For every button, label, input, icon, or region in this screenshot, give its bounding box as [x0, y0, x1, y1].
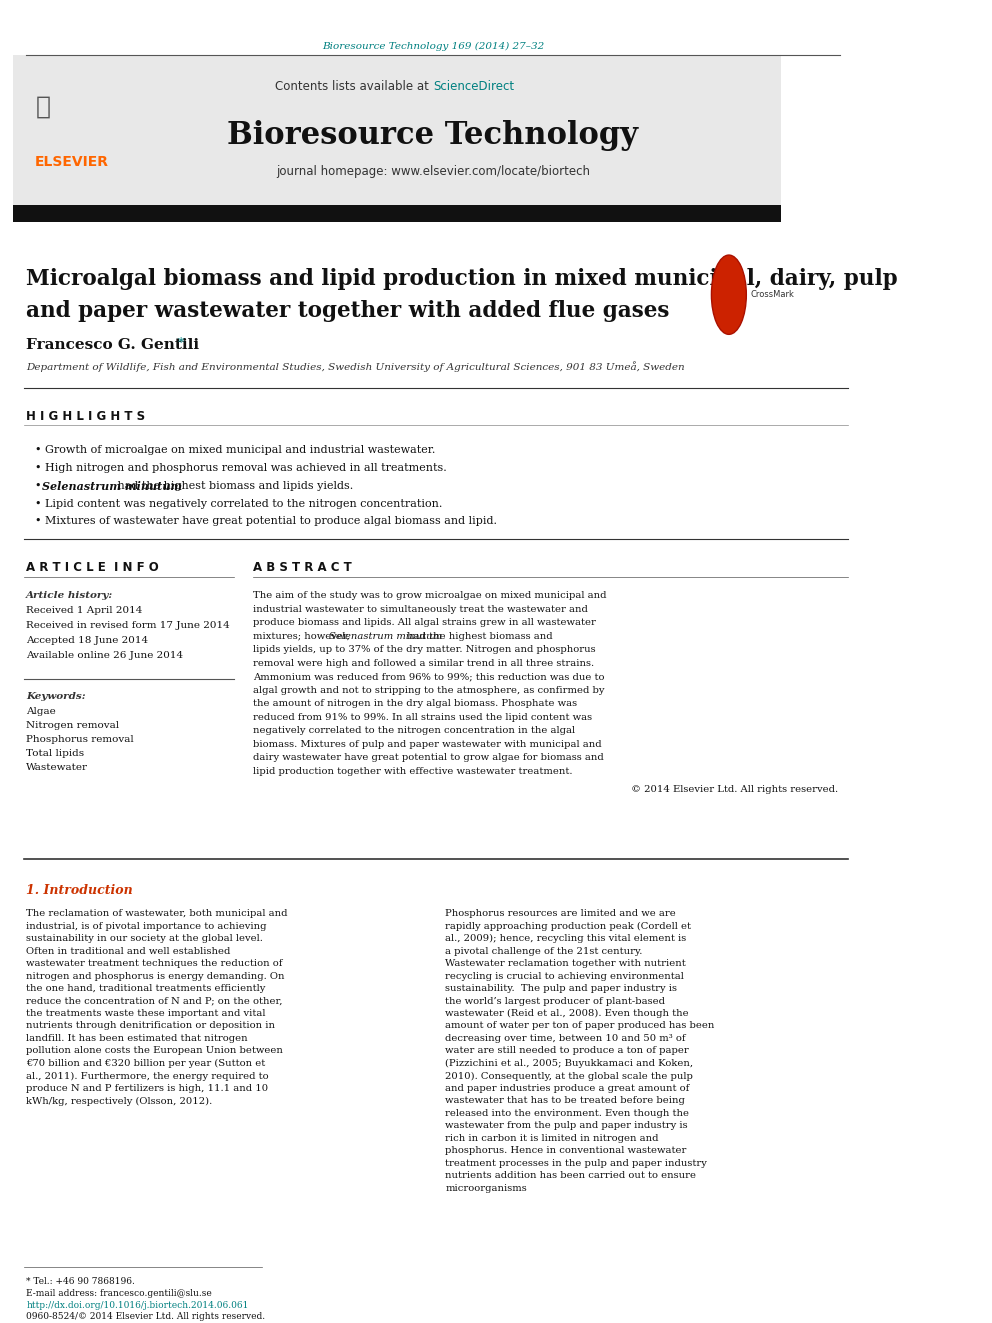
Text: Keywords:: Keywords:	[26, 692, 86, 701]
Text: Often in traditional and well established: Often in traditional and well establishe…	[26, 946, 230, 955]
Text: Phosphorus resources are limited and we are: Phosphorus resources are limited and we …	[445, 909, 676, 918]
Text: nutrients addition has been carried out to ensure: nutrients addition has been carried out …	[445, 1171, 696, 1180]
Text: had the highest biomass and: had the highest biomass and	[404, 632, 553, 640]
Text: 🌳: 🌳	[36, 95, 52, 119]
Text: H I G H L I G H T S: H I G H L I G H T S	[26, 410, 145, 422]
Text: landfill. It has been estimated that nitrogen: landfill. It has been estimated that nit…	[26, 1035, 248, 1043]
Text: lipid production together with effective wastewater treatment.: lipid production together with effective…	[253, 767, 572, 775]
Text: nutrients through denitrification or deposition in: nutrients through denitrification or dep…	[26, 1021, 275, 1031]
Text: * Tel.: +46 90 7868196.: * Tel.: +46 90 7868196.	[26, 1277, 135, 1286]
Text: Contents lists available at: Contents lists available at	[276, 79, 433, 93]
Text: Ammonium was reduced from 96% to 99%; this reduction was due to: Ammonium was reduced from 96% to 99%; th…	[253, 672, 605, 681]
Text: A B S T R A C T: A B S T R A C T	[253, 561, 352, 574]
Text: http://dx.doi.org/10.1016/j.biortech.2014.06.061: http://dx.doi.org/10.1016/j.biortech.201…	[26, 1301, 249, 1310]
Text: mixtures; however,: mixtures; however,	[253, 632, 353, 640]
Text: Microalgal biomass and lipid production in mixed municipal, dairy, pulp: Microalgal biomass and lipid production …	[26, 267, 898, 290]
Text: Department of Wildlife, Fish and Environmental Studies, Swedish University of Ag: Department of Wildlife, Fish and Environ…	[26, 361, 684, 373]
Text: 1. Introduction: 1. Introduction	[26, 884, 133, 897]
Text: dairy wastewater have great potential to grow algae for biomass and: dairy wastewater have great potential to…	[253, 753, 604, 762]
Text: wastewater that has to be treated before being: wastewater that has to be treated before…	[445, 1097, 685, 1106]
Text: • High nitrogen and phosphorus removal was achieved in all treatments.: • High nitrogen and phosphorus removal w…	[35, 463, 446, 472]
Text: removal were high and followed a similar trend in all three strains.: removal were high and followed a similar…	[253, 659, 594, 668]
Text: Nitrogen removal: Nitrogen removal	[26, 721, 119, 730]
Text: Phosphorus removal: Phosphorus removal	[26, 736, 134, 745]
Text: Selenastrum minutum: Selenastrum minutum	[328, 632, 441, 640]
Text: and paper industries produce a great amount of: and paper industries produce a great amo…	[445, 1084, 689, 1093]
Text: nitrogen and phosphorus is energy demanding. On: nitrogen and phosphorus is energy demand…	[26, 971, 285, 980]
Text: Wastewater: Wastewater	[26, 763, 88, 773]
Text: the one hand, traditional treatments efficiently: the one hand, traditional treatments eff…	[26, 984, 266, 994]
Text: • Growth of microalgae on mixed municipal and industrial wastewater.: • Growth of microalgae on mixed municipa…	[35, 445, 435, 455]
Text: Algae: Algae	[26, 708, 56, 716]
Text: wastewater from the pulp and paper industry is: wastewater from the pulp and paper indus…	[445, 1122, 687, 1130]
Text: recycling is crucial to achieving environmental: recycling is crucial to achieving enviro…	[445, 971, 684, 980]
Text: ELSEVIER: ELSEVIER	[35, 155, 109, 169]
Text: reduce the concentration of N and P; on the other,: reduce the concentration of N and P; on …	[26, 996, 283, 1005]
Text: produce biomass and lipids. All algal strains grew in all wastewater: produce biomass and lipids. All algal st…	[253, 618, 596, 627]
Text: wastewater treatment techniques the reduction of: wastewater treatment techniques the redu…	[26, 959, 283, 968]
Text: Bioresource Technology 169 (2014) 27–32: Bioresource Technology 169 (2014) 27–32	[321, 42, 544, 52]
Text: Received in revised form 17 June 2014: Received in revised form 17 June 2014	[26, 622, 230, 630]
Text: A R T I C L E  I N F O: A R T I C L E I N F O	[26, 561, 159, 574]
Text: and paper wastewater together with added flue gases: and paper wastewater together with added…	[26, 300, 670, 321]
Text: microorganisms: microorganisms	[445, 1184, 527, 1193]
Text: the amount of nitrogen in the dry algal biomass. Phosphate was: the amount of nitrogen in the dry algal …	[253, 700, 577, 708]
Text: Wastewater reclamation together with nutrient: Wastewater reclamation together with nut…	[445, 959, 685, 968]
Text: Selenastrum minutum: Selenastrum minutum	[43, 480, 183, 492]
Text: reduced from 91% to 99%. In all strains used the lipid content was: reduced from 91% to 99%. In all strains …	[253, 713, 592, 722]
Text: had the highest biomass and lipids yields.: had the highest biomass and lipids yield…	[114, 480, 353, 491]
Text: journal homepage: www.elsevier.com/locate/biortech: journal homepage: www.elsevier.com/locat…	[276, 165, 590, 177]
Text: *: *	[178, 336, 184, 349]
Text: industrial, is of pivotal importance to achieving: industrial, is of pivotal importance to …	[26, 922, 267, 930]
Text: sustainability in our society at the global level.: sustainability in our society at the glo…	[26, 934, 263, 943]
Text: treatment processes in the pulp and paper industry: treatment processes in the pulp and pape…	[445, 1159, 707, 1168]
Text: Accepted 18 June 2014: Accepted 18 June 2014	[26, 636, 149, 646]
Text: al., 2009); hence, recycling this vital element is: al., 2009); hence, recycling this vital …	[445, 934, 686, 943]
Text: E-mail address: francesco.gentili@slu.se: E-mail address: francesco.gentili@slu.se	[26, 1289, 212, 1298]
Text: The aim of the study was to grow microalgae on mixed municipal and: The aim of the study was to grow microal…	[253, 591, 607, 601]
Text: the world’s largest producer of plant-based: the world’s largest producer of plant-ba…	[445, 996, 666, 1005]
Text: (Pizzichini et al., 2005; Buyukkamaci and Koken,: (Pizzichini et al., 2005; Buyukkamaci an…	[445, 1058, 693, 1068]
Text: Total lipids: Total lipids	[26, 749, 84, 758]
Text: phosphorus. Hence in conventional wastewater: phosphorus. Hence in conventional wastew…	[445, 1146, 686, 1155]
Text: kWh/kg, respectively (Olsson, 2012).: kWh/kg, respectively (Olsson, 2012).	[26, 1097, 212, 1106]
Text: lipids yields, up to 37% of the dry matter. Nitrogen and phosphorus: lipids yields, up to 37% of the dry matt…	[253, 646, 596, 655]
Text: CrossMark: CrossMark	[751, 290, 795, 299]
Text: produce N and P fertilizers is high, 11.1 and 10: produce N and P fertilizers is high, 11.…	[26, 1084, 268, 1093]
Text: © 2014 Elsevier Ltd. All rights reserved.: © 2014 Elsevier Ltd. All rights reserved…	[631, 786, 838, 794]
Text: a pivotal challenge of the 21st century.: a pivotal challenge of the 21st century.	[445, 946, 643, 955]
Ellipse shape	[711, 255, 746, 335]
Text: •: •	[35, 480, 45, 491]
Text: pollution alone costs the European Union between: pollution alone costs the European Union…	[26, 1046, 283, 1056]
Text: wastewater (Reid et al., 2008). Even though the: wastewater (Reid et al., 2008). Even tho…	[445, 1009, 688, 1019]
Text: • Mixtures of wastewater have great potential to produce algal biomass and lipid: • Mixtures of wastewater have great pote…	[35, 516, 497, 527]
Text: industrial wastewater to simultaneously treat the wastewater and: industrial wastewater to simultaneously …	[253, 605, 588, 614]
Text: rich in carbon it is limited in nitrogen and: rich in carbon it is limited in nitrogen…	[445, 1134, 659, 1143]
Text: The reclamation of wastewater, both municipal and: The reclamation of wastewater, both muni…	[26, 909, 288, 918]
Text: Bioresource Technology: Bioresource Technology	[227, 120, 639, 151]
Text: water are still needed to produce a ton of paper: water are still needed to produce a ton …	[445, 1046, 688, 1056]
FancyBboxPatch shape	[13, 56, 782, 210]
Text: rapidly approaching production peak (Cordell et: rapidly approaching production peak (Cor…	[445, 922, 691, 930]
Text: 0960-8524/© 2014 Elsevier Ltd. All rights reserved.: 0960-8524/© 2014 Elsevier Ltd. All right…	[26, 1311, 265, 1320]
Text: Available online 26 June 2014: Available online 26 June 2014	[26, 651, 184, 660]
Text: the treatments waste these important and vital: the treatments waste these important and…	[26, 1009, 266, 1017]
Text: Francesco G. Gentili: Francesco G. Gentili	[26, 337, 204, 352]
Text: released into the environment. Even though the: released into the environment. Even thou…	[445, 1109, 689, 1118]
Bar	[13, 205, 782, 222]
Text: biomass. Mixtures of pulp and paper wastewater with municipal and: biomass. Mixtures of pulp and paper wast…	[253, 740, 602, 749]
Text: al., 2011). Furthermore, the energy required to: al., 2011). Furthermore, the energy requ…	[26, 1072, 269, 1081]
Text: decreasing over time, between 10 and 50 m³ of: decreasing over time, between 10 and 50 …	[445, 1035, 685, 1043]
Text: negatively correlated to the nitrogen concentration in the algal: negatively correlated to the nitrogen co…	[253, 726, 575, 736]
Text: sustainability.  The pulp and paper industry is: sustainability. The pulp and paper indus…	[445, 984, 678, 994]
Text: Article history:: Article history:	[26, 591, 113, 601]
Text: Received 1 April 2014: Received 1 April 2014	[26, 606, 143, 615]
Text: €70 billion and €320 billion per year (Sutton et: €70 billion and €320 billion per year (S…	[26, 1058, 266, 1068]
Text: • Lipid content was negatively correlated to the nitrogen concentration.: • Lipid content was negatively correlate…	[35, 499, 442, 508]
Text: algal growth and not to stripping to the atmosphere, as confirmed by: algal growth and not to stripping to the…	[253, 685, 605, 695]
Text: amount of water per ton of paper produced has been: amount of water per ton of paper produce…	[445, 1021, 714, 1031]
Text: ScienceDirect: ScienceDirect	[433, 79, 514, 93]
Text: 2010). Consequently, at the global scale the pulp: 2010). Consequently, at the global scale…	[445, 1072, 693, 1081]
